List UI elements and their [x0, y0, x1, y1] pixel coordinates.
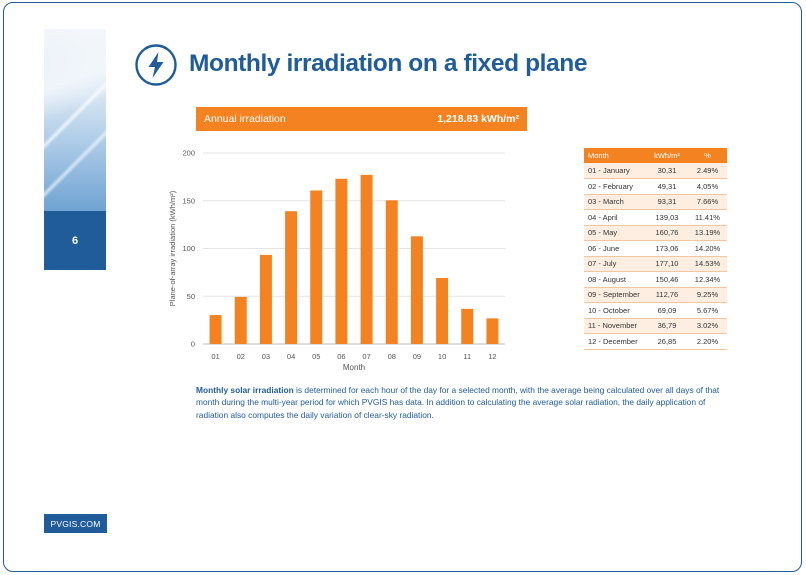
table-cell-percent: 5.67% [688, 302, 727, 319]
table-cell-percent: 4,05% [688, 178, 727, 195]
table-cell-kwh: 36,79 [646, 318, 688, 334]
x-tick-label: 12 [488, 352, 496, 361]
table-cell-kwh: 112,76 [646, 287, 688, 303]
table-cell-percent: 12.34% [688, 271, 727, 288]
monthly-irradiation-table: Month kWh/m² % 01 - January 30,31 2.49% 02… [584, 148, 727, 350]
solar-panel-photo [44, 29, 106, 211]
table-row: 05 - May 160,76 13.19% [584, 225, 727, 241]
table-cell-kwh: 30,31 [646, 163, 688, 179]
x-tick-label: 03 [262, 352, 270, 361]
table-cell-kwh: 177,10 [646, 256, 688, 272]
table-row: 07 - July 177,10 14.53% [584, 256, 727, 272]
table-header-month: Month [584, 148, 646, 163]
bar-03 [259, 254, 272, 344]
bar-02 [234, 296, 247, 344]
table-row: 12 - December 26,85 2.20% [584, 333, 727, 350]
x-tick-label: 05 [312, 352, 320, 361]
table-cell-month: 07 - July [584, 256, 646, 272]
y-tick-label: 50 [187, 292, 195, 301]
annual-value: 1,218.83 kWh/m² [437, 113, 519, 125]
y-tick-label: 0 [191, 340, 195, 349]
table-cell-kwh: 93,31 [646, 194, 688, 210]
table-row: 10 - October 69,09 5.67% [584, 302, 727, 319]
table-cell-month: 12 - December [584, 333, 646, 350]
table-cell-percent: 9.25% [688, 287, 727, 303]
table-row: 01 - January 30,31 2.49% [584, 163, 727, 179]
table-cell-kwh: 26,85 [646, 333, 688, 350]
table-cell-month: 10 - October [584, 302, 646, 319]
table-cell-percent: 13.19% [688, 225, 727, 241]
table-cell-month: 03 - March [584, 194, 646, 210]
x-tick-label: 08 [388, 352, 396, 361]
table-cell-kwh: 69,09 [646, 302, 688, 319]
table-row: 11 - November 36,79 3.02% [584, 318, 727, 334]
x-tick-label: 07 [362, 352, 370, 361]
x-tick-label: 04 [287, 352, 295, 361]
x-tick-label: 11 [463, 352, 471, 361]
page-title: Monthly irradiation on a fixed plane [189, 50, 588, 77]
site-link[interactable]: PVGIS.COM [44, 514, 107, 533]
y-axis-label: Plane-of-array irradiation (kWh/m²) [168, 190, 177, 306]
table-cell-month: 05 - May [584, 225, 646, 241]
table-cell-percent: 2.20% [688, 333, 727, 350]
lightning-bolt-icon [135, 44, 177, 86]
table-row: 03 - March 93,31 7.66% [584, 194, 727, 210]
table-cell-month: 01 - January [584, 163, 646, 179]
x-axis-label: Month [343, 363, 365, 370]
description-body: is determined for each hour of the day f… [196, 385, 720, 420]
table-cell-percent: 3.02% [688, 318, 727, 334]
table-cell-month: 02 - February [584, 178, 646, 195]
description-paragraph: Monthly solar irradiation is determined … [196, 384, 736, 421]
table-cell-month: 04 - April [584, 209, 646, 226]
table-row: 02 - February 49,31 4,05% [584, 178, 727, 195]
table-cell-kwh: 139,03 [646, 209, 688, 226]
table-cell-kwh: 49,31 [646, 178, 688, 195]
x-tick-label: 02 [237, 352, 245, 361]
bar-08 [385, 200, 398, 344]
description-lead: Monthly solar irradiation [196, 385, 294, 395]
table-header-percent: % [688, 148, 727, 163]
table-cell-kwh: 160,76 [646, 225, 688, 241]
table-row: 04 - April 139,03 11.41% [584, 209, 727, 226]
bar-09 [410, 236, 423, 344]
x-tick-label: 09 [413, 352, 421, 361]
y-tick-label: 150 [182, 196, 195, 205]
bar-11 [461, 308, 474, 344]
monthly-irradiation-chart: 0 50 100 150 200 01 02 03 04 05 06 07 08 09 10 11 12 Mont… [168, 149, 505, 370]
y-tick-label: 100 [182, 244, 195, 253]
table-cell-percent: 7.66% [688, 194, 727, 210]
table-cell-percent: 14.53% [688, 256, 727, 272]
bar-06 [335, 178, 348, 344]
bar-12 [486, 318, 499, 344]
y-tick-label: 200 [182, 149, 195, 158]
bar-05 [310, 190, 323, 344]
x-tick-label: 01 [211, 352, 219, 361]
table-cell-month: 08 - August [584, 271, 646, 288]
table-cell-kwh: 150,46 [646, 271, 688, 288]
table-header-row: Month kWh/m² % [584, 148, 727, 163]
table-cell-month: 09 - September [584, 287, 646, 303]
table-cell-month: 11 - November [584, 318, 646, 334]
table-header-kwh: kWh/m² [646, 148, 688, 163]
table-cell-kwh: 173,06 [646, 240, 688, 257]
table-cell-month: 06 - June [584, 240, 646, 257]
annual-label: Annual irradiation [204, 113, 286, 125]
bar-01 [209, 315, 222, 344]
table-row: 09 - September 112,76 9.25% [584, 287, 727, 303]
x-tick-label: 06 [337, 352, 345, 361]
bar-10 [436, 278, 449, 344]
annual-irradiation-bar: Annual irradiation 1,218.83 kWh/m² [196, 107, 527, 131]
table-cell-percent: 2.49% [688, 163, 727, 179]
bar-07 [360, 174, 373, 344]
table-cell-percent: 11.41% [688, 209, 727, 226]
table-cell-percent: 14.20% [688, 240, 727, 257]
table-row: 06 - June 173,06 14.20% [584, 240, 727, 257]
page-number: 6 [44, 211, 106, 270]
table-row: 08 - August 150,46 12.34% [584, 271, 727, 288]
x-tick-label: 10 [438, 352, 446, 361]
bar-04 [285, 211, 298, 344]
